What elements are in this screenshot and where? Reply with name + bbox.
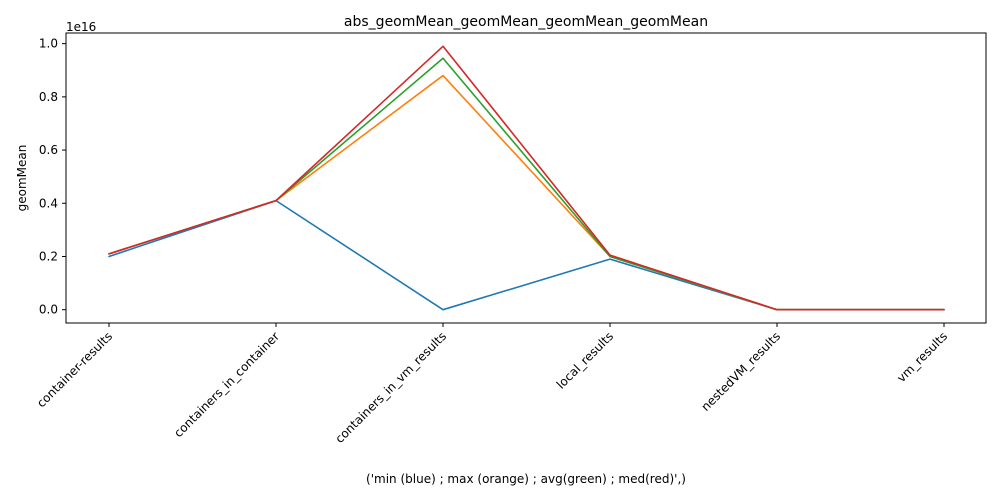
y-tick-label: 1.0 xyxy=(39,37,58,51)
y-tick-label: 0.2 xyxy=(39,249,58,263)
y-axis-ticks: 0.0 0.2 0.4 0.6 0.8 1.0 xyxy=(39,37,66,317)
y-tick-label: 0.4 xyxy=(39,196,58,210)
y-axis-label: geomMean xyxy=(15,145,29,212)
y-tick-label: 0.6 xyxy=(39,143,58,157)
plot-frame xyxy=(65,32,987,324)
y-tick-label: 0.0 xyxy=(39,303,58,317)
chart-title: abs_geomMean_geomMean_geomMean_geomMean xyxy=(344,14,708,30)
x-axis-label: ('min (blue) ; max (orange) ; avg(green)… xyxy=(366,472,686,486)
series-layer xyxy=(108,45,945,311)
y-tick-label: 0.8 xyxy=(39,90,58,104)
y-offset-label: 1e16 xyxy=(66,20,96,34)
series-line-3 xyxy=(108,45,945,311)
